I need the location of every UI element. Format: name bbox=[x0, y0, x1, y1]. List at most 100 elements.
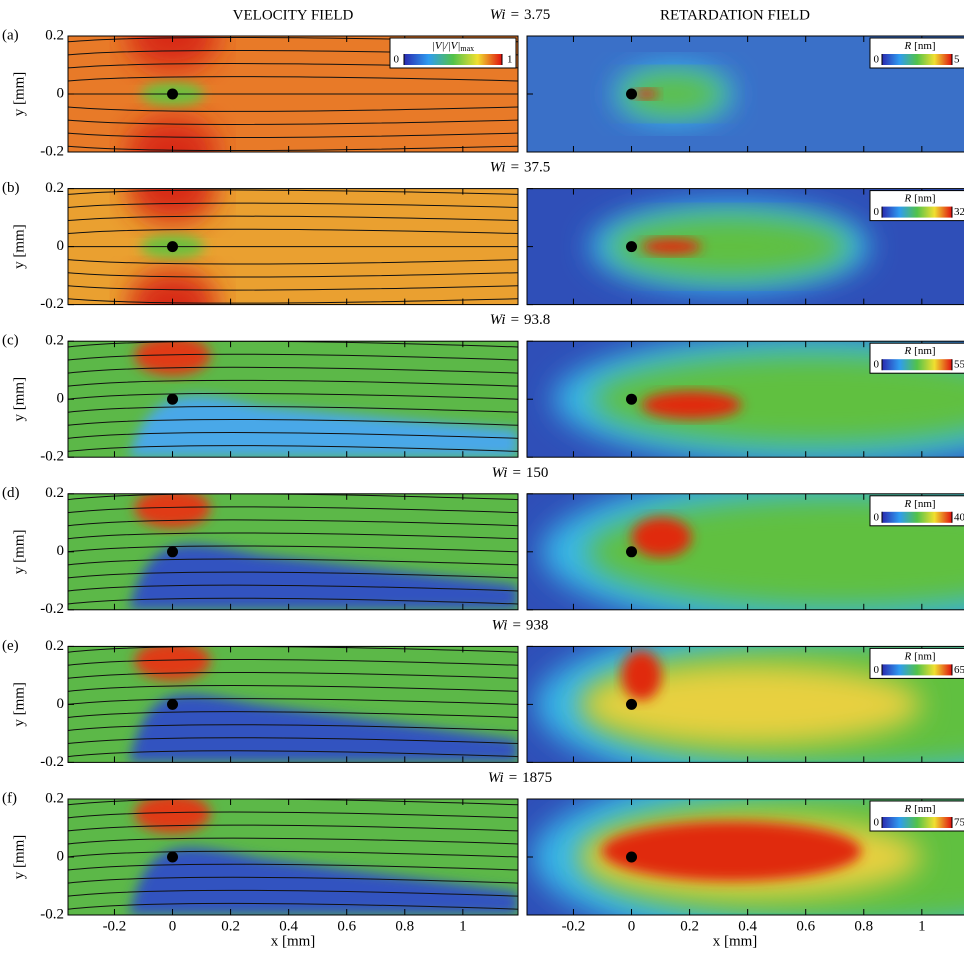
x-tick-label: 0.8 bbox=[395, 918, 414, 934]
panel-letter: (f) bbox=[2, 790, 17, 806]
colorbar-tick-label: 5 bbox=[954, 54, 960, 66]
field-image bbox=[68, 36, 518, 152]
streamline bbox=[68, 405, 518, 413]
panel-letter: (b) bbox=[2, 180, 20, 196]
streamline bbox=[68, 76, 518, 82]
colorbar-symbol: R bbox=[903, 40, 911, 52]
y-axis-label: y [mm] bbox=[11, 377, 27, 422]
colorbar-unit: [nm] bbox=[914, 650, 935, 662]
cylinder bbox=[626, 698, 638, 710]
streamline bbox=[68, 259, 518, 265]
streamline bbox=[68, 584, 518, 592]
cylinder bbox=[626, 851, 638, 863]
colorbar-label: R [nm] bbox=[903, 192, 935, 204]
colorbar-tick-label: 40 bbox=[954, 511, 964, 523]
wi-equals: = bbox=[511, 160, 519, 176]
colorbar bbox=[404, 54, 502, 65]
y-axis-label: y [mm] bbox=[11, 530, 27, 575]
wi-label: Wi = 150 bbox=[492, 465, 549, 481]
x-tick-label: 0.2 bbox=[221, 918, 240, 934]
cylinder bbox=[167, 546, 179, 558]
y-tick-label: -0.2 bbox=[40, 906, 64, 922]
field-plume bbox=[622, 73, 725, 115]
colorbar-tick-label: 0 bbox=[874, 206, 880, 218]
field-plume bbox=[610, 215, 849, 279]
y-tick-label: 0 bbox=[57, 543, 65, 559]
x-axis-label: x [mm] bbox=[271, 933, 316, 949]
wi-value: 3.75 bbox=[524, 7, 550, 23]
streamline bbox=[68, 737, 518, 745]
wi-symbol: Wi bbox=[490, 313, 506, 329]
wi-symbol: Wi bbox=[492, 465, 508, 481]
colorbar-symbol: R bbox=[903, 345, 911, 357]
y-axis-label: y [mm] bbox=[11, 835, 27, 880]
field-blob bbox=[127, 36, 218, 71]
panel-letter: (d) bbox=[2, 485, 20, 501]
y-tick-label: 0 bbox=[57, 238, 65, 254]
column-title: VELOCITY FIELD bbox=[233, 7, 354, 23]
streamline bbox=[68, 272, 518, 278]
colorbar-tick-label: 75 bbox=[954, 817, 964, 829]
streamline bbox=[68, 119, 518, 125]
wi-label: Wi = 93.8 bbox=[490, 313, 551, 329]
field-image bbox=[527, 646, 964, 763]
streamline bbox=[68, 298, 518, 304]
x-tick-label: 0.4 bbox=[279, 918, 298, 934]
colorbar-label: R [nm] bbox=[903, 345, 935, 357]
wi-label: Wi = 3.75 bbox=[490, 7, 551, 23]
colorbar-symbol: R bbox=[903, 497, 911, 509]
colorbar-symbol: R bbox=[903, 803, 911, 815]
colorbar-label: R [nm] bbox=[903, 803, 935, 815]
field-region bbox=[128, 395, 518, 458]
y-tick-label: 0 bbox=[57, 696, 65, 712]
streamline bbox=[68, 545, 518, 553]
y-tick-label: 0.2 bbox=[45, 790, 64, 806]
colorbar-tick-label: 55 bbox=[954, 359, 964, 371]
streamline bbox=[68, 132, 518, 138]
field-image bbox=[68, 493, 518, 610]
wi-value: 150 bbox=[526, 465, 549, 481]
colorbar-label: |V|/|V|max bbox=[432, 40, 474, 53]
colorbar bbox=[882, 817, 952, 828]
streamline bbox=[68, 571, 518, 579]
field-image bbox=[68, 341, 518, 458]
streamline bbox=[68, 685, 518, 692]
x-tick-label: 1 bbox=[459, 918, 467, 934]
colorbar-tick-label: 65 bbox=[954, 664, 964, 676]
y-tick-label: -0.2 bbox=[40, 143, 64, 159]
y-tick-label: 0 bbox=[57, 848, 65, 864]
field-image bbox=[68, 188, 518, 305]
colorbar-tick-label: 0 bbox=[874, 817, 880, 829]
wi-equals: = bbox=[512, 465, 520, 481]
y-tick-label: 0.2 bbox=[45, 638, 64, 654]
cylinder bbox=[167, 851, 179, 863]
column-title: RETARDATION FIELD bbox=[660, 7, 810, 23]
colorbar-label: R [nm] bbox=[903, 40, 935, 52]
field-core bbox=[631, 517, 692, 558]
streamline bbox=[68, 432, 518, 439]
cylinder bbox=[167, 698, 179, 710]
y-tick-label: -0.2 bbox=[40, 296, 64, 312]
streamline bbox=[68, 215, 518, 221]
streamline bbox=[68, 106, 518, 112]
colorbar-symbol: R bbox=[903, 192, 911, 204]
cylinder bbox=[626, 546, 638, 558]
streamline bbox=[68, 285, 518, 291]
streamline bbox=[68, 811, 518, 819]
colorbar bbox=[882, 359, 952, 371]
streamline bbox=[68, 145, 518, 152]
streamline bbox=[68, 366, 518, 374]
colorbar-unit: [nm] bbox=[914, 40, 935, 52]
streamline bbox=[68, 228, 518, 235]
x-tick-label: 1 bbox=[918, 918, 926, 934]
field-core bbox=[641, 391, 742, 419]
colorbar-tick-label: 32 bbox=[954, 206, 964, 218]
y-tick-label: 0.2 bbox=[45, 333, 64, 349]
wi-value: 938 bbox=[526, 618, 549, 634]
field-image bbox=[527, 799, 964, 915]
streamline bbox=[68, 750, 518, 758]
colorbar bbox=[882, 206, 952, 218]
streamline bbox=[68, 379, 518, 387]
wi-symbol: Wi bbox=[488, 770, 504, 786]
colorbar-label: R [nm] bbox=[903, 497, 935, 509]
